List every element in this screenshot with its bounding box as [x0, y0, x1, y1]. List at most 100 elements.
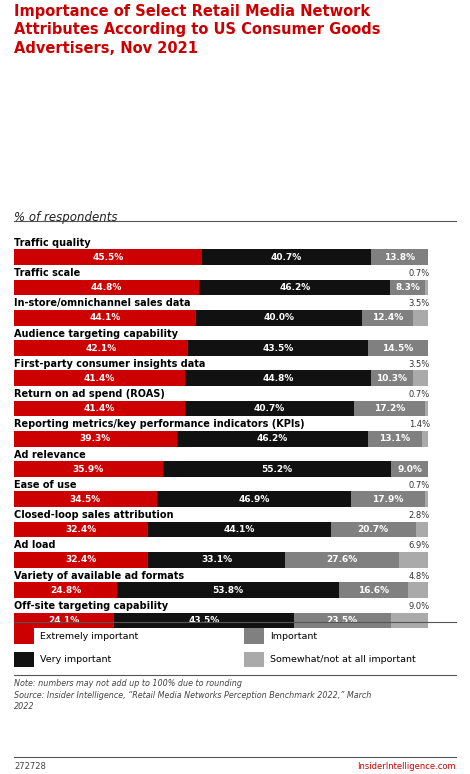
- Bar: [196, 310, 362, 326]
- Text: Off-site targeting capability: Off-site targeting capability: [14, 601, 168, 611]
- Bar: [163, 461, 391, 477]
- Bar: [294, 612, 391, 628]
- Text: 3.5%: 3.5%: [408, 360, 430, 369]
- Bar: [114, 612, 294, 628]
- Text: Ease of use: Ease of use: [14, 480, 77, 490]
- Text: 40.0%: 40.0%: [264, 313, 295, 322]
- Text: 6.9%: 6.9%: [408, 542, 430, 550]
- Bar: [368, 431, 422, 447]
- Text: 0.7%: 0.7%: [408, 269, 430, 278]
- Text: 14.5%: 14.5%: [383, 344, 414, 352]
- Text: Extremely important: Extremely important: [40, 632, 138, 641]
- Text: 40.7%: 40.7%: [271, 253, 302, 262]
- Bar: [157, 491, 351, 507]
- Text: In-store/omnichannel sales data: In-store/omnichannel sales data: [14, 299, 191, 308]
- Text: 17.2%: 17.2%: [374, 404, 405, 413]
- Text: Importance of Select Retail Media Network
Attributes According to US Consumer Go: Importance of Select Retail Media Networ…: [14, 4, 381, 56]
- Bar: [14, 279, 199, 296]
- Text: 4.8%: 4.8%: [408, 572, 430, 580]
- Text: Reporting metrics/key performance indicators (KPIs): Reporting metrics/key performance indica…: [14, 420, 305, 430]
- Bar: [14, 431, 177, 447]
- Bar: [425, 491, 428, 507]
- Bar: [362, 310, 413, 326]
- Text: 10.3%: 10.3%: [376, 374, 407, 383]
- Text: Return on ad spend (ROAS): Return on ad spend (ROAS): [14, 389, 165, 399]
- Text: Audience targeting capability: Audience targeting capability: [14, 329, 178, 339]
- Bar: [14, 401, 185, 416]
- Bar: [199, 279, 391, 296]
- Text: Ad relevance: Ad relevance: [14, 450, 86, 460]
- Bar: [391, 612, 428, 628]
- Text: 16.6%: 16.6%: [358, 586, 389, 594]
- Text: 46.9%: 46.9%: [238, 495, 269, 504]
- Text: 43.5%: 43.5%: [263, 344, 294, 352]
- Bar: [14, 491, 157, 507]
- Bar: [422, 431, 428, 447]
- Text: 0.7%: 0.7%: [408, 390, 430, 399]
- Text: 46.2%: 46.2%: [279, 283, 311, 292]
- Bar: [14, 461, 163, 477]
- Text: % of respondents: % of respondents: [14, 211, 118, 224]
- Text: 53.8%: 53.8%: [212, 586, 243, 594]
- Bar: [148, 522, 330, 537]
- Bar: [413, 371, 428, 386]
- Bar: [413, 310, 428, 326]
- Text: Traffic scale: Traffic scale: [14, 268, 80, 278]
- Text: Traffic quality: Traffic quality: [14, 238, 91, 248]
- Bar: [371, 371, 413, 386]
- Text: 45.5%: 45.5%: [93, 253, 124, 262]
- Bar: [416, 522, 428, 537]
- Text: Variety of available ad formats: Variety of available ad formats: [14, 570, 184, 580]
- Text: 35.9%: 35.9%: [73, 464, 104, 474]
- Bar: [368, 340, 428, 356]
- Bar: [14, 552, 148, 568]
- Bar: [399, 552, 428, 568]
- Bar: [14, 522, 148, 537]
- Text: Very important: Very important: [40, 655, 111, 664]
- Bar: [148, 552, 285, 568]
- Text: 27.6%: 27.6%: [327, 556, 358, 564]
- Bar: [339, 582, 408, 598]
- Text: Somewhat/not at all important: Somewhat/not at all important: [270, 655, 416, 664]
- Text: 17.9%: 17.9%: [372, 495, 403, 504]
- Text: 44.1%: 44.1%: [224, 525, 255, 534]
- Bar: [14, 310, 196, 326]
- Text: 24.8%: 24.8%: [50, 586, 81, 594]
- Text: Note: numbers may not add up to 100% due to rounding
Source: Insider Intelligenc: Note: numbers may not add up to 100% due…: [14, 679, 371, 711]
- Bar: [188, 340, 368, 356]
- Bar: [14, 249, 202, 265]
- Text: 3.5%: 3.5%: [408, 300, 430, 308]
- Text: 44.8%: 44.8%: [91, 283, 122, 292]
- Bar: [14, 582, 117, 598]
- Bar: [177, 431, 368, 447]
- Bar: [14, 340, 188, 356]
- Text: 44.8%: 44.8%: [262, 374, 294, 383]
- Text: Closed-loop sales attribution: Closed-loop sales attribution: [14, 510, 173, 520]
- Bar: [351, 491, 425, 507]
- Text: 13.1%: 13.1%: [379, 434, 410, 444]
- Text: 13.8%: 13.8%: [384, 253, 415, 262]
- Bar: [185, 401, 353, 416]
- Bar: [425, 401, 428, 416]
- Text: 34.5%: 34.5%: [70, 495, 101, 504]
- Text: 32.4%: 32.4%: [65, 525, 97, 534]
- Text: InsiderIntelligence.com: InsiderIntelligence.com: [357, 762, 456, 771]
- Text: 1.4%: 1.4%: [408, 420, 430, 430]
- Text: 43.5%: 43.5%: [188, 616, 219, 625]
- Text: 2.8%: 2.8%: [408, 511, 430, 520]
- Text: 55.2%: 55.2%: [261, 464, 292, 474]
- Text: 46.2%: 46.2%: [257, 434, 288, 444]
- Text: 44.1%: 44.1%: [90, 313, 121, 322]
- Text: 41.4%: 41.4%: [84, 404, 116, 413]
- Text: 23.5%: 23.5%: [327, 616, 358, 625]
- Text: 20.7%: 20.7%: [358, 525, 389, 534]
- Text: 40.7%: 40.7%: [254, 404, 285, 413]
- Text: 272728: 272728: [14, 762, 46, 771]
- Bar: [14, 371, 185, 386]
- Text: 42.1%: 42.1%: [86, 344, 117, 352]
- Text: 0.7%: 0.7%: [408, 481, 430, 490]
- Bar: [425, 279, 428, 296]
- Text: 12.4%: 12.4%: [372, 313, 403, 322]
- Bar: [14, 612, 114, 628]
- Bar: [371, 249, 428, 265]
